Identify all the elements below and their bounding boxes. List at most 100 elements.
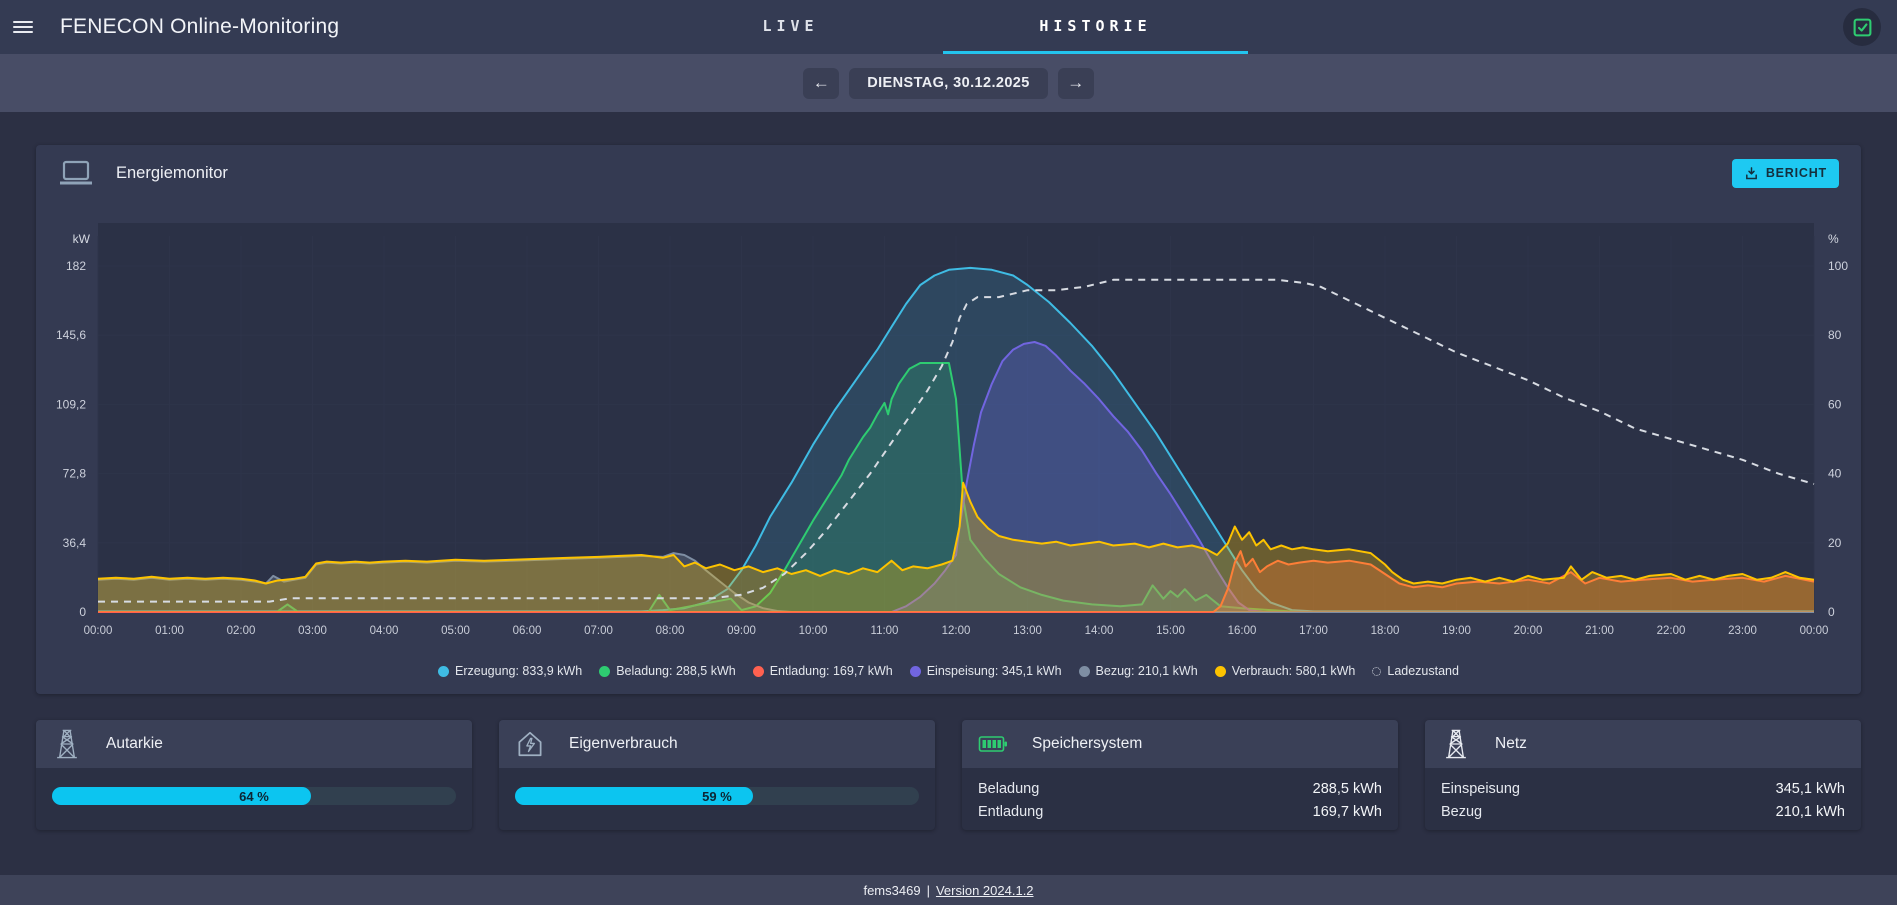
svg-text:100: 100 [1828, 259, 1848, 273]
energiemonitor-card: Energiemonitor BERICHT 0 36,4 72,8 109,2 145… [36, 145, 1861, 694]
svg-text:20: 20 [1828, 536, 1842, 550]
date-picker-button[interactable]: DIENSTAG, 30.12.2025 [849, 67, 1048, 99]
legend-dot-icon [438, 665, 450, 677]
eigenverbrauch-card: Eigenverbrauch 59 % [499, 720, 935, 830]
beladung-row: Beladung 288,5 kWh [978, 781, 1382, 797]
legend-dot-icon [1078, 665, 1090, 677]
netz-card: Netz Einspeisung 345,1 kWh Bezug 210,1 k… [1425, 720, 1861, 830]
svg-text:07:00: 07:00 [584, 625, 613, 637]
svg-text:22:00: 22:00 [1657, 625, 1686, 637]
stat-title: Eigenverbrauch [569, 735, 678, 752]
svg-text:06:00: 06:00 [513, 625, 542, 637]
svg-text:80: 80 [1828, 328, 1842, 342]
svg-text:72,8: 72,8 [63, 467, 87, 481]
svg-text:14:00: 14:00 [1085, 625, 1114, 637]
svg-text:00:00: 00:00 [1800, 625, 1829, 637]
svg-text:19:00: 19:00 [1442, 625, 1471, 637]
tab-live[interactable]: LIVE [762, 16, 819, 35]
stats-row: Autarkie 64 % Eigenverbrauch 59 % [36, 720, 1861, 830]
arrow-left-icon: ← [812, 73, 830, 92]
card-title: Energiemonitor [116, 163, 228, 182]
next-day-button[interactable]: → [1057, 67, 1094, 99]
tab-bar: LIVE HISTORIE [638, 0, 1248, 54]
svg-text:%: % [1828, 232, 1839, 246]
svg-text:11:00: 11:00 [871, 625, 899, 637]
svg-text:02:00: 02:00 [227, 625, 256, 637]
power-pylon-icon [1446, 729, 1466, 759]
entladung-row: Entladung 169,7 kWh [978, 804, 1382, 820]
menu-icon[interactable] [0, 0, 46, 54]
legend-dot-icon [599, 665, 611, 677]
legend-item-ladezustand[interactable]: Ladezustand [1372, 664, 1459, 678]
laptop-icon [60, 160, 92, 185]
legend-dot-icon [1214, 665, 1226, 677]
svg-text:04:00: 04:00 [370, 625, 399, 637]
footer-separator: | [926, 882, 930, 898]
date-navigation-bar: ← DIENSTAG, 30.12.2025 → [0, 54, 1897, 112]
stat-title: Speichersystem [1032, 735, 1143, 752]
svg-text:15:00: 15:00 [1156, 625, 1185, 637]
battery-icon [978, 736, 1007, 752]
legend-item-einspeisung[interactable]: Einspeisung: 345,1 kWh [909, 664, 1062, 678]
svg-text:182: 182 [66, 259, 86, 273]
eigenverbrauch-progress: 59 % [515, 787, 919, 805]
energy-chart[interactable]: 0 36,4 72,8 109,2 145,6 182 0 20 40 60 80 100 kW % 00:… [36, 201, 1861, 664]
svg-text:60: 60 [1828, 397, 1842, 411]
autarkie-card: Autarkie 64 % [36, 720, 472, 830]
legend-item-verbrauch[interactable]: Verbrauch: 580,1 kWh [1214, 664, 1355, 678]
power-pylon-icon [57, 729, 77, 759]
previous-day-button[interactable]: ← [803, 67, 840, 99]
bezug-row: Bezug 210,1 kWh [1441, 804, 1845, 820]
autarkie-progress: 64 % [52, 787, 456, 805]
svg-text:145,6: 145,6 [56, 328, 86, 342]
svg-text:40: 40 [1828, 467, 1842, 481]
checkbox-checked-icon [1853, 18, 1871, 36]
svg-text:0: 0 [79, 605, 86, 619]
legend-item-erzeugung[interactable]: Erzeugung: 833,9 kWh [438, 664, 582, 678]
svg-text:13:00: 13:00 [1013, 625, 1042, 637]
svg-text:18:00: 18:00 [1371, 625, 1400, 637]
einspeisung-row: Einspeisung 345,1 kWh [1441, 781, 1845, 797]
legend-dot-icon [909, 665, 921, 677]
legend-item-bezug[interactable]: Bezug: 210,1 kWh [1078, 664, 1198, 678]
svg-text:12:00: 12:00 [942, 625, 971, 637]
svg-text:08:00: 08:00 [656, 625, 685, 637]
svg-text:0: 0 [1828, 605, 1835, 619]
svg-text:20:00: 20:00 [1514, 625, 1543, 637]
svg-text:109,2: 109,2 [56, 397, 86, 411]
svg-text:03:00: 03:00 [298, 625, 327, 637]
dashed-circle-icon [1372, 666, 1382, 676]
svg-text:00:00: 00:00 [84, 625, 113, 637]
system-id: fems3469 [863, 882, 921, 898]
svg-text:17:00: 17:00 [1299, 625, 1328, 637]
svg-text:01:00: 01:00 [155, 625, 184, 637]
eigenverbrauch-percent-label: 59 % [702, 788, 732, 804]
legend-dot-icon [752, 665, 764, 677]
download-icon [1745, 166, 1757, 179]
chart-legend: Erzeugung: 833,9 kWh Beladung: 288,5 kWh E… [36, 664, 1861, 694]
energiemonitor-header: Energiemonitor BERICHT [36, 145, 1861, 201]
autarkie-percent-label: 64 % [239, 788, 269, 804]
system-status-button[interactable] [1843, 8, 1881, 46]
version-link[interactable]: Version 2024.1.2 [935, 882, 1034, 898]
legend-item-beladung[interactable]: Beladung: 288,5 kWh [599, 664, 736, 678]
svg-text:23:00: 23:00 [1728, 625, 1757, 637]
svg-text:kW: kW [73, 232, 91, 246]
svg-text:10:00: 10:00 [799, 625, 828, 637]
bericht-button[interactable]: BERICHT [1731, 158, 1839, 188]
arrow-right-icon: → [1067, 73, 1085, 92]
stat-title: Netz [1495, 735, 1527, 752]
stat-title: Autarkie [106, 735, 163, 752]
svg-text:36,4: 36,4 [63, 536, 87, 550]
top-bar: FENECON Online-Monitoring LIVE HISTORIE [0, 0, 1897, 54]
footer: fems3469 | Version 2024.1.2 [0, 875, 1897, 905]
svg-text:16:00: 16:00 [1228, 625, 1257, 637]
house-bolt-icon [518, 731, 542, 757]
speichersystem-card: Speichersystem Beladung 288,5 kWh Entlad… [962, 720, 1398, 830]
app-title: FENECON Online-Monitoring [60, 15, 340, 38]
svg-text:21:00: 21:00 [1585, 625, 1614, 637]
legend-item-entladung[interactable]: Entladung: 169,7 kWh [752, 664, 893, 678]
tab-historie[interactable]: HISTORIE [943, 0, 1248, 54]
svg-text:05:00: 05:00 [441, 625, 470, 637]
svg-text:09:00: 09:00 [727, 625, 756, 637]
